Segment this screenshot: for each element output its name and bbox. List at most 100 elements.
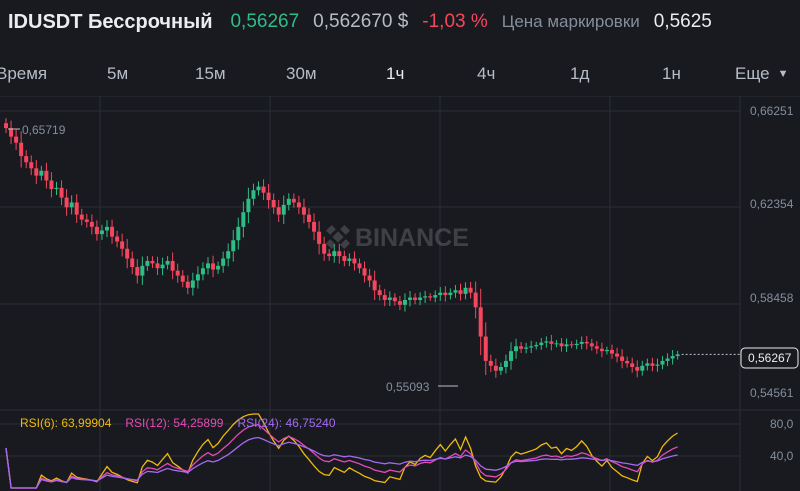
candle-body — [145, 260, 150, 266]
candle-body — [312, 221, 317, 232]
candle-body — [327, 253, 332, 257]
candle-body — [529, 346, 534, 348]
candle-body — [650, 363, 655, 366]
candle-body — [402, 299, 407, 305]
tab-time[interactable]: Время — [0, 64, 48, 83]
usd-price: 0,562670 $ — [313, 11, 409, 32]
candle-body — [367, 275, 372, 281]
rsi12-label: RSI(12): 54,25899 — [125, 416, 224, 430]
price-tick-3: 0,58458 — [750, 291, 794, 305]
candle-body — [352, 258, 357, 264]
candle-body — [625, 360, 630, 364]
candle-body — [59, 187, 64, 198]
candle-body — [211, 263, 216, 270]
candle-body — [620, 356, 625, 361]
candle-body — [524, 347, 529, 349]
candle-body — [185, 281, 190, 288]
candle-body — [337, 251, 342, 257]
candle-body — [640, 365, 645, 371]
candle-body — [569, 344, 574, 346]
watermark-text: BINANCE — [355, 224, 469, 252]
interval-tabs: Время 5м 15м 30м 1ч 4ч 1д 1н Еще ▼ — [0, 58, 800, 90]
candle-body — [155, 263, 160, 269]
candle-body — [645, 363, 650, 366]
candle-body — [604, 349, 609, 352]
candle-body — [301, 207, 306, 215]
price-tick-2: 0,62354 — [750, 197, 794, 211]
candle-body — [559, 343, 564, 347]
candle-body — [64, 197, 69, 208]
candle-body — [79, 214, 84, 220]
candle-body — [443, 292, 448, 296]
candle-body — [509, 351, 513, 361]
candle-body — [332, 251, 337, 257]
candle-body — [362, 268, 367, 276]
change-percent: -1,03 % — [422, 11, 488, 32]
candle-body — [483, 336, 488, 361]
rsi24-label: RSI(24): 46,75240 — [237, 416, 336, 430]
candle-body — [74, 202, 79, 215]
candle-body — [216, 265, 221, 270]
candle-body — [170, 260, 175, 271]
candle-body — [392, 297, 397, 302]
candle-body — [69, 202, 74, 208]
candle-body — [99, 230, 104, 235]
candle-body — [307, 214, 311, 222]
candle-body — [453, 290, 458, 293]
candle-body — [438, 292, 443, 296]
candle-body — [130, 258, 135, 268]
price-axis: 0,66251 0,62354 0,58458 0,54561 — [750, 104, 794, 400]
tab-4h[interactable]: 4ч — [477, 64, 496, 83]
candle-body — [175, 270, 180, 276]
candle-body — [630, 363, 635, 368]
tab-1h[interactable]: 1ч — [386, 64, 405, 83]
tab-5m[interactable]: 5м — [107, 64, 129, 83]
rsi24-line — [5, 436, 678, 489]
tab-30m[interactable]: 30м — [286, 64, 317, 83]
candle-body — [266, 192, 271, 201]
candle-body — [574, 343, 579, 346]
candle-body — [423, 296, 428, 298]
candle-body — [387, 297, 392, 300]
tab-1w[interactable]: 1н — [662, 64, 681, 83]
candle-body — [589, 343, 594, 347]
candle-body — [89, 221, 94, 227]
candle-body — [519, 346, 524, 349]
candle-body — [322, 243, 327, 254]
candle-body — [660, 360, 665, 365]
price-chart[interactable]: BINANCE 0,65719 0,55093 0,66251 0,62354 … — [0, 96, 800, 491]
candle-body — [110, 226, 115, 237]
candle-body — [34, 168, 39, 176]
candle-body — [670, 356, 675, 359]
tab-1d[interactable]: 1д — [570, 64, 590, 83]
tab-15m[interactable]: 15м — [195, 64, 226, 83]
candle-body — [675, 354, 680, 357]
chevron-down-icon: ▼ — [777, 68, 789, 80]
candle-body — [241, 212, 246, 227]
candle-body — [594, 346, 599, 349]
candle-body — [206, 263, 210, 269]
candle-body — [221, 258, 226, 266]
candle-body — [29, 162, 34, 169]
candle-body — [549, 341, 554, 344]
rsi-tick-40: 40,0 — [770, 449, 794, 463]
candle-body — [165, 260, 170, 265]
candle-body — [610, 349, 614, 354]
candle-body — [342, 256, 347, 261]
more-label: Еще — [735, 64, 770, 83]
rsi6-label: RSI(6): 63,99904 — [20, 416, 112, 430]
candle-body — [382, 295, 387, 300]
candle-body — [408, 297, 412, 300]
symbol-title[interactable]: IDUSDT Бессрочный — [8, 10, 213, 33]
current-price-label: 0,56267 — [748, 351, 792, 365]
mark-price-value: 0,5625 — [653, 11, 712, 32]
price-markers: 0,65719 0,55093 — [8, 123, 458, 394]
candle-body — [49, 180, 54, 190]
candle-body — [236, 226, 241, 241]
candle-body — [347, 258, 352, 261]
candles — [4, 118, 680, 378]
more-intervals-button[interactable]: Еще ▼ — [735, 64, 788, 84]
candle-body — [276, 207, 281, 215]
candle-body — [418, 297, 423, 300]
candle-body — [428, 296, 433, 298]
